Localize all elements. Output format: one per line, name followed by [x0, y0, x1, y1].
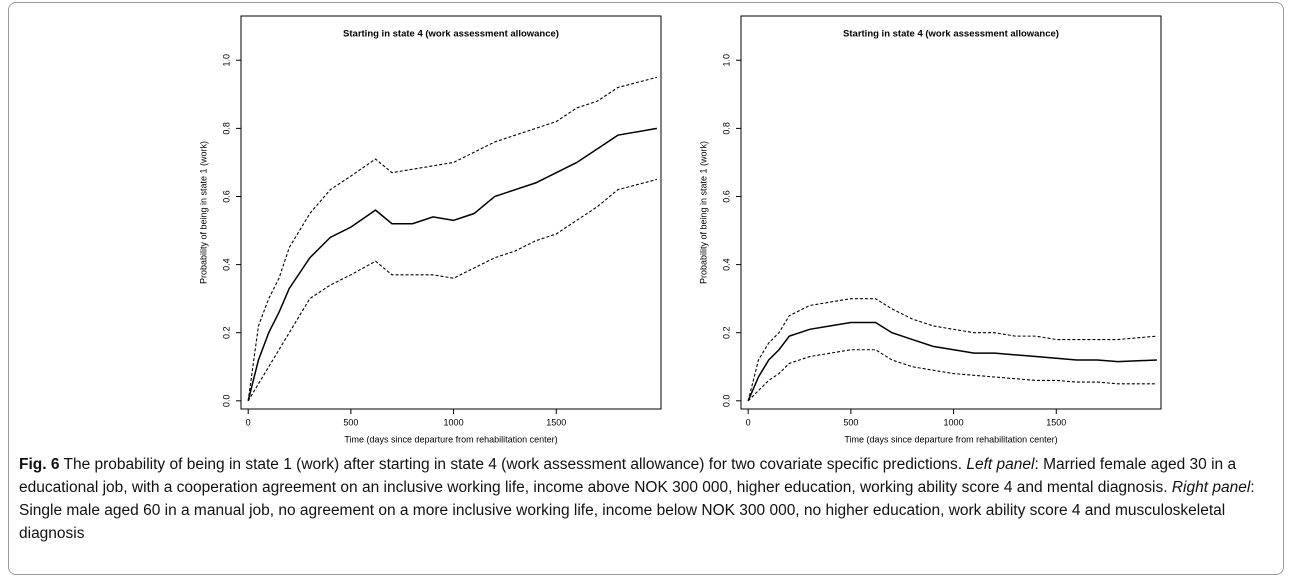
plot-box — [240, 15, 662, 410]
caption: Fig. 6 The probability of being in state… — [19, 453, 1274, 545]
y-tick-label: 0.6 — [221, 190, 231, 203]
y-tick-label: 1.0 — [221, 54, 231, 67]
series-line — [247, 76, 658, 401]
y-tick-label: 0.8 — [721, 122, 731, 135]
figure: Starting in state 4 (work assessment all… — [8, 2, 1284, 575]
y-tick-label: 0.0 — [221, 395, 231, 408]
x-axis-label: Time (days since departure from rehabili… — [344, 434, 557, 444]
y-tick-label: 0.4 — [221, 258, 231, 271]
x-tick-label: 1500 — [1046, 417, 1066, 427]
series-line — [747, 349, 1157, 402]
y-tick-label: 0.2 — [721, 326, 731, 339]
y-axis-label: Probability of being in state 1 (work) — [198, 141, 208, 284]
chart-title: Starting in state 4 (work assessment all… — [843, 29, 1059, 40]
y-tick-label: 0.8 — [221, 122, 231, 135]
x-tick-label: 500 — [843, 417, 858, 427]
charts: Starting in state 4 (work assessment all… — [198, 15, 1162, 444]
x-tick-label: 500 — [343, 417, 358, 427]
y-tick-label: 0.4 — [721, 258, 731, 271]
right-panel-text: : Single male aged 60 in a manual job, n… — [19, 479, 1255, 542]
caption-label: Fig. 6 — [19, 456, 60, 473]
x-tick-label: 1000 — [444, 417, 464, 427]
series-line — [747, 321, 1157, 402]
x-tick-label: 1500 — [546, 417, 566, 427]
y-tick-label: 1.0 — [721, 54, 731, 67]
x-axis-label: Time (days since departure from rehabili… — [844, 434, 1057, 444]
left-panel-label: Left panel — [966, 456, 1035, 473]
y-tick-label: 0.0 — [721, 395, 731, 408]
right-panel-label: Right panel — [1171, 479, 1251, 496]
left-panel-text: : Married female aged 30 in a educationa… — [19, 456, 1237, 496]
x-tick-label: 1000 — [944, 417, 964, 427]
y-tick-label: 0.2 — [221, 326, 231, 339]
x-tick-label: 0 — [746, 417, 751, 427]
y-axis-label: Probability of being in state 1 (work) — [698, 141, 708, 284]
series-line — [747, 298, 1157, 401]
plot-box — [740, 15, 1162, 410]
y-tick-label: 0.6 — [721, 190, 731, 203]
series-line — [247, 127, 658, 402]
x-tick-label: 0 — [246, 417, 251, 427]
chart-title: Starting in state 4 (work assessment all… — [343, 29, 559, 40]
caption-text: The probability of being in state 1 (wor… — [59, 456, 967, 473]
series-line — [247, 178, 658, 402]
